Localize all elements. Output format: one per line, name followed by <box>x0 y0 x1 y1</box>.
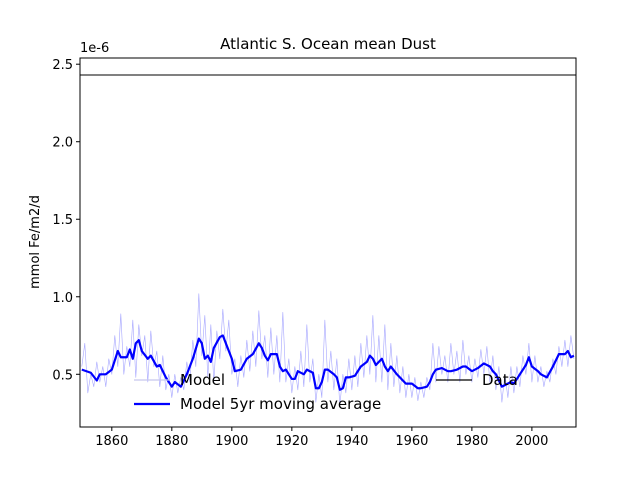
x-tick-label: 1960 <box>395 434 428 449</box>
legend-label: Data <box>482 371 518 389</box>
x-tick-label: 1940 <box>335 434 368 449</box>
x-tick-label: 1920 <box>275 434 308 449</box>
chart-title: Atlantic S. Ocean mean Dust <box>220 35 436 53</box>
x-tick-label: 1860 <box>95 434 128 449</box>
legend-label: Model 5yr moving average <box>180 395 381 413</box>
y-tick-label: 1.5 <box>52 213 73 228</box>
y-tick-label: 2.0 <box>52 136 73 151</box>
x-tick-label: 1900 <box>215 434 248 449</box>
y-axis-label: mmol Fe/m2/d <box>28 195 43 289</box>
plot-area <box>80 74 576 406</box>
y-tick-label: 2.5 <box>52 58 73 73</box>
x-tick-label: 1880 <box>155 434 188 449</box>
series-line <box>81 334 575 391</box>
x-tick-label: 1980 <box>455 434 488 449</box>
y-tick-label: 0.5 <box>52 368 73 383</box>
series-line <box>81 293 575 406</box>
axes-frame <box>79 57 577 428</box>
y-tick-label: 1.0 <box>52 291 73 306</box>
x-tick-label: 2000 <box>515 434 548 449</box>
legend-label: Model <box>180 371 225 389</box>
y-offset-label: 1e-6 <box>80 41 109 56</box>
